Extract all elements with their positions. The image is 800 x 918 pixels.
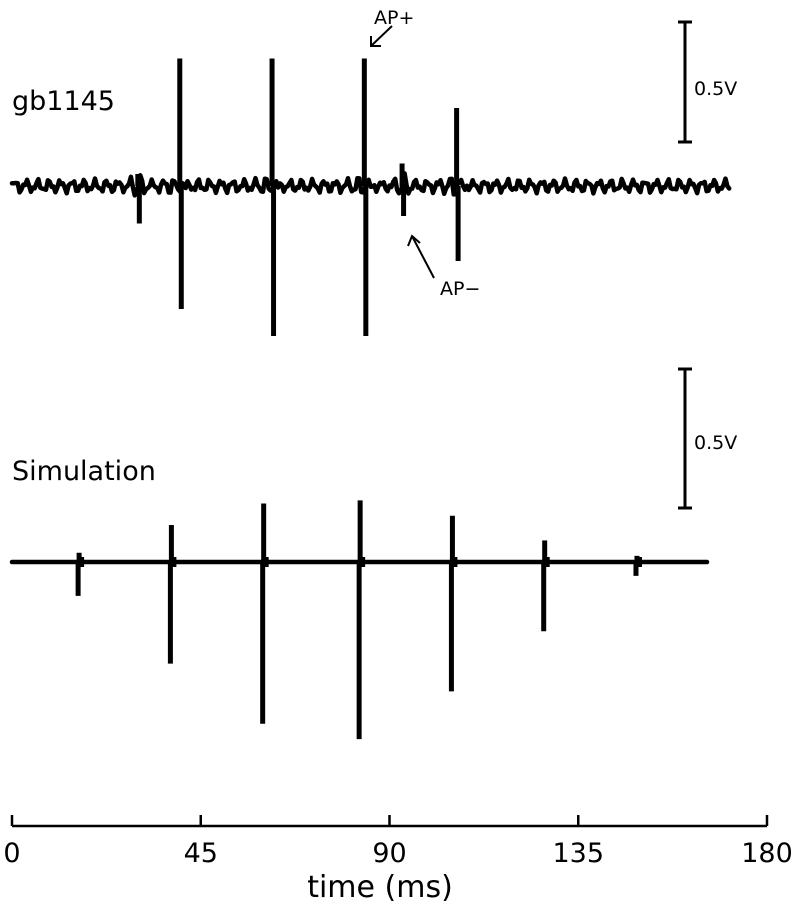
ap-plus-arrow-shaft xyxy=(370,25,393,47)
simulation-label: Simulation xyxy=(12,456,156,487)
simulation-spike-blip xyxy=(635,557,642,567)
x-axis-tick-label: 90 xyxy=(372,838,406,869)
simulation-spike-blip xyxy=(451,557,458,567)
x-axis-tick-label: 45 xyxy=(184,838,218,869)
ap-plus-label: AP+ xyxy=(374,7,414,29)
x-axis: 0 45 90 135 180 time (ms) xyxy=(3,815,793,905)
recording-scale-bar: 0.5V xyxy=(678,20,737,144)
simulation-spike-blip xyxy=(170,557,177,567)
x-axis-tick-label: 0 xyxy=(3,838,20,869)
simulation-spike-blip xyxy=(359,557,366,567)
simulation-panel: Simulation 0.5V xyxy=(9,367,737,740)
simulation-spikes xyxy=(75,500,642,740)
ap-minus-arrowhead xyxy=(407,234,421,247)
x-axis-ticks: 0 45 90 135 180 xyxy=(3,815,793,869)
ap-plus-arrowhead xyxy=(370,36,381,47)
x-axis-tick-label: 135 xyxy=(552,838,604,869)
simulation-spike-blip xyxy=(262,557,269,567)
x-axis-title: time (ms) xyxy=(307,870,453,905)
simulation-spike-blip xyxy=(543,557,550,567)
recording-panel: gb1145 0.5V AP+ AP− xyxy=(9,7,737,336)
x-axis-tick-label: 180 xyxy=(741,838,793,869)
recording-label: gb1145 xyxy=(12,86,115,117)
annotation-ap-plus: AP+ xyxy=(370,7,414,47)
recording-scale-label: 0.5V xyxy=(694,78,737,100)
simulation-scale-label: 0.5V xyxy=(694,432,737,454)
recording-spikes xyxy=(135,58,461,336)
ap-minus-label: AP− xyxy=(440,278,480,300)
recording-trace xyxy=(9,171,732,198)
simulation-spike-blip xyxy=(78,557,85,567)
ap-minus-arrow-shaft xyxy=(411,235,435,279)
simulation-scale-bar: 0.5V xyxy=(678,367,737,510)
annotation-ap-minus: AP− xyxy=(407,234,480,300)
